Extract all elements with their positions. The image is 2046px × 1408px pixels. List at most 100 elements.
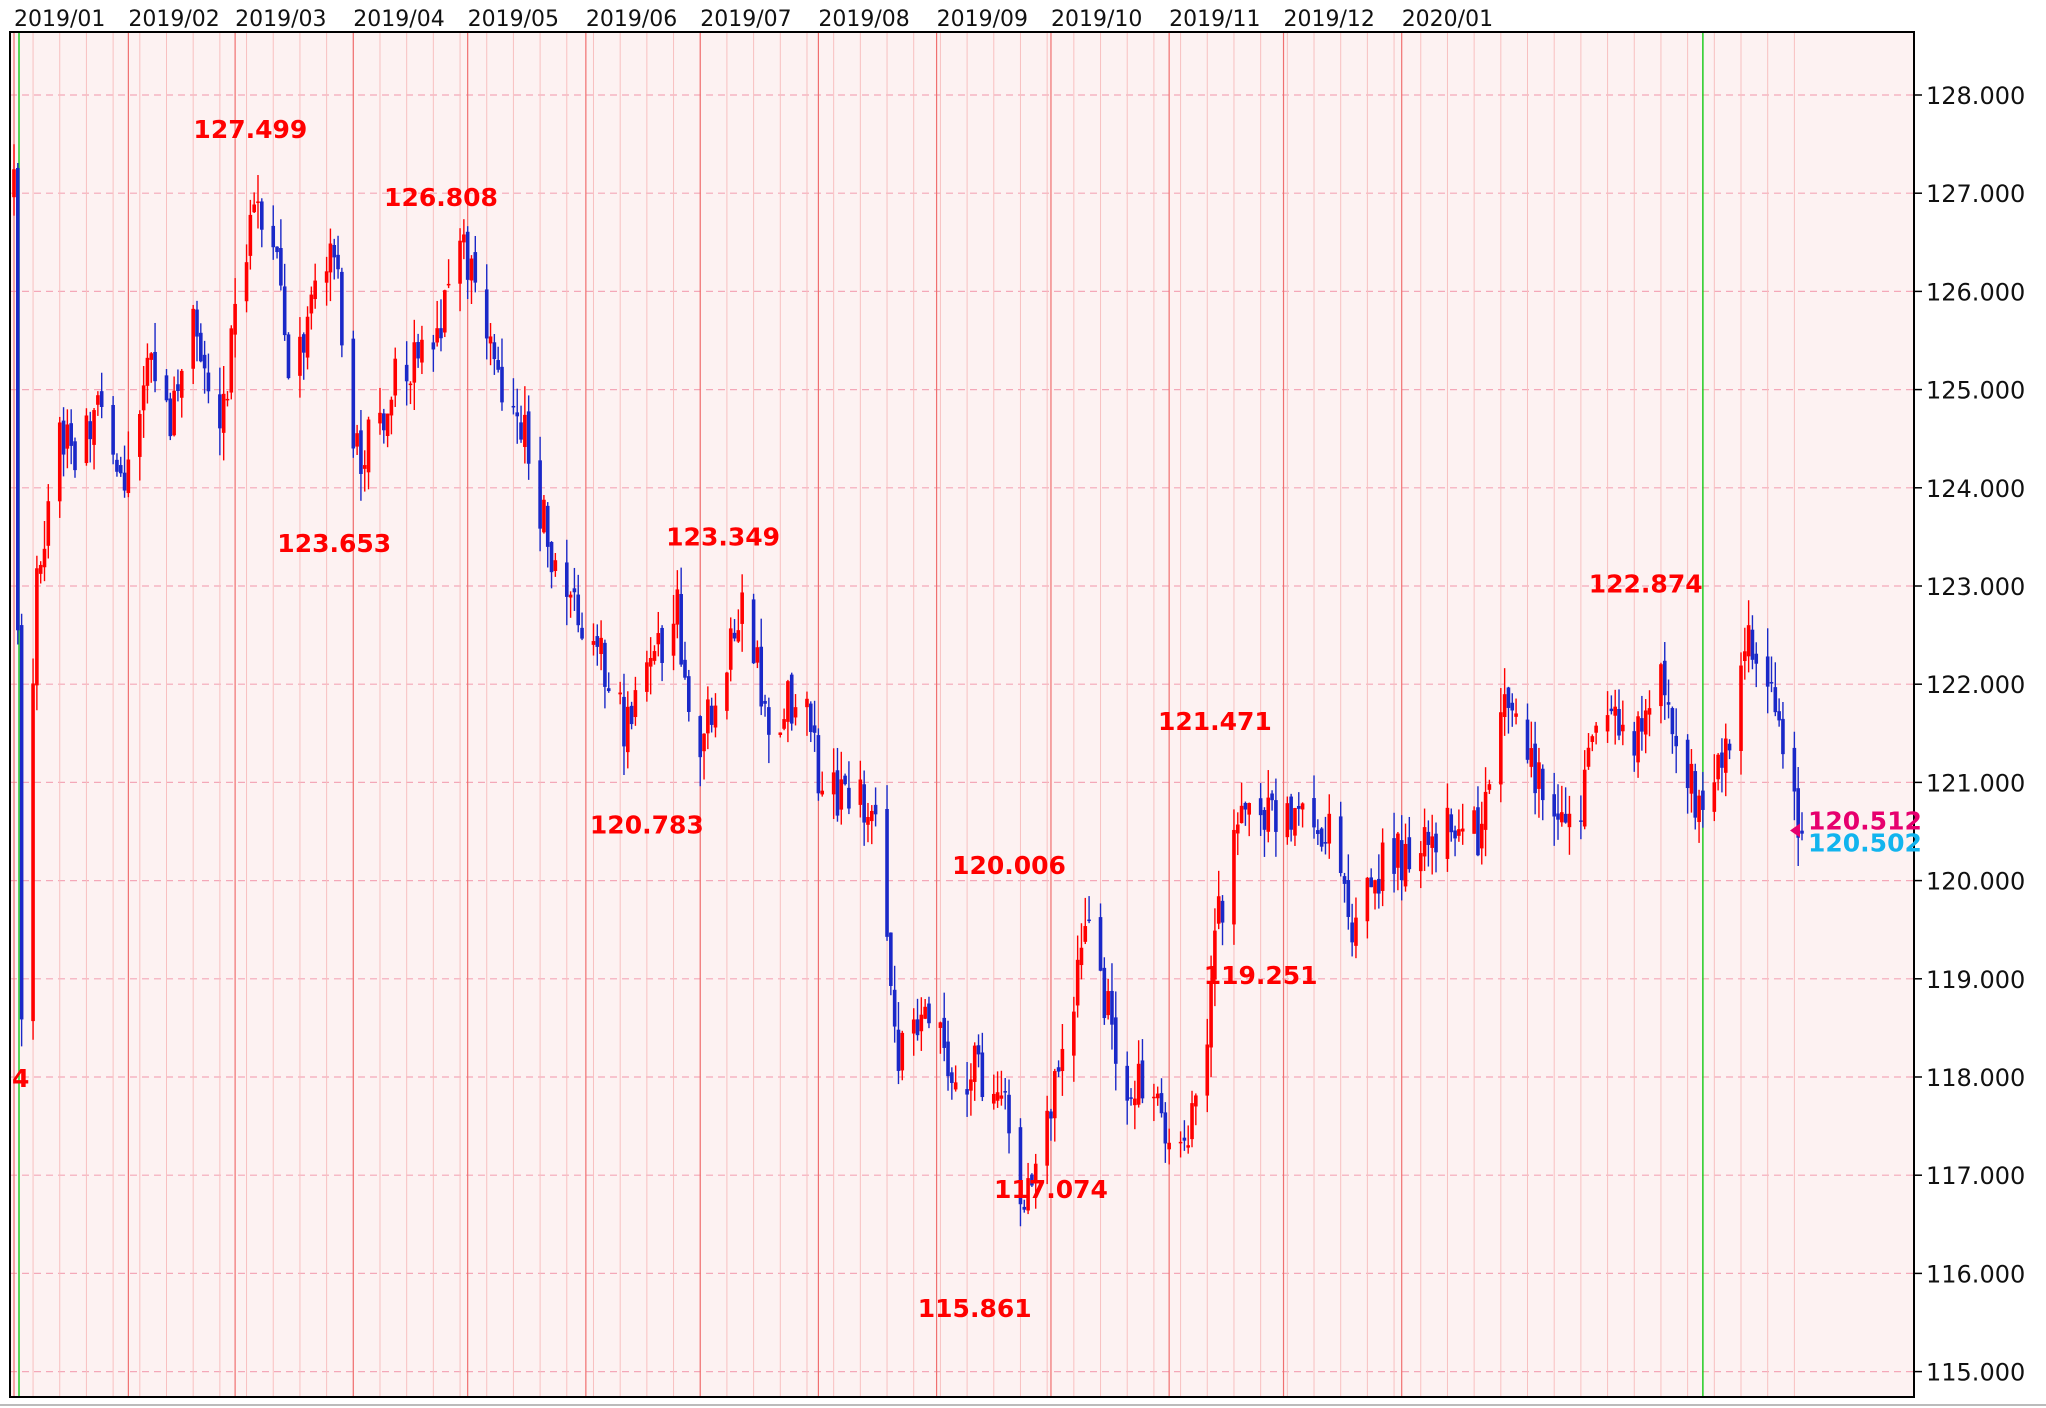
candle-body — [57, 422, 62, 502]
candle-body — [885, 808, 889, 937]
candle-body — [1079, 947, 1084, 966]
candle-body — [492, 342, 497, 360]
candle-body — [1056, 1067, 1061, 1072]
candle-body — [1689, 763, 1694, 794]
candle-body — [831, 772, 836, 795]
candle-body — [606, 688, 611, 692]
candle-body — [328, 243, 333, 273]
candle-body — [488, 336, 493, 344]
candle-body — [1159, 1093, 1164, 1114]
candle-body — [969, 1079, 973, 1091]
candle-body — [458, 240, 462, 284]
candle-body — [1129, 1097, 1133, 1099]
candle-body — [618, 692, 622, 695]
candle-body — [911, 1019, 916, 1034]
month-label: 2019/08 — [818, 7, 909, 32]
candle-body — [751, 599, 756, 664]
candle-body — [1685, 739, 1690, 789]
candle-body — [1590, 736, 1595, 742]
candle-body — [1152, 1096, 1156, 1099]
candle-body — [1472, 810, 1476, 834]
extreme-label: 120.006 — [952, 851, 1066, 880]
candle-body — [660, 627, 664, 663]
candle-body — [755, 647, 760, 663]
candle-body — [706, 699, 710, 734]
candle-body — [340, 271, 344, 346]
plot-border — [9, 31, 1915, 1398]
candle-body — [1018, 1127, 1023, 1205]
candle-body — [946, 1041, 950, 1077]
candle-body — [1316, 830, 1320, 834]
price-tick-label: 118.000 — [1926, 1064, 2025, 1092]
candle-body — [1235, 824, 1240, 834]
month-label: 2019/07 — [700, 7, 791, 32]
candle-body — [515, 412, 520, 417]
candle-body — [484, 289, 489, 339]
candle-body — [1563, 813, 1568, 823]
candle-body — [1285, 803, 1290, 838]
month-label: 2019/12 — [1284, 7, 1375, 32]
candle-body — [633, 690, 638, 718]
candle-body — [869, 810, 874, 822]
candle-body — [206, 372, 211, 392]
price-tick-label: 128.000 — [1926, 82, 2025, 110]
candle-body — [686, 676, 691, 712]
candle-body — [1346, 880, 1351, 917]
candle-body — [732, 632, 737, 639]
candle-body — [812, 725, 817, 733]
candle-body — [1621, 724, 1625, 732]
price-tick-label: 117.000 — [1926, 1162, 2025, 1190]
candle-body — [1567, 813, 1572, 828]
candle-body — [1487, 784, 1492, 790]
candle-body — [1422, 827, 1427, 857]
candle-body — [416, 341, 420, 359]
candle-body — [1445, 807, 1450, 859]
candle-body — [1727, 743, 1732, 751]
left-edge-marker: 4 — [12, 1064, 29, 1093]
candle-body — [808, 703, 813, 733]
candle-body — [1182, 1137, 1187, 1141]
candle-body — [858, 779, 863, 805]
candle-body — [591, 641, 596, 645]
candle-body — [279, 248, 283, 286]
candle-body — [1380, 842, 1385, 891]
candle-body — [1662, 660, 1667, 696]
vertical-lines — [13, 32, 1795, 1397]
candle-body — [1754, 653, 1759, 664]
candle-body — [1701, 790, 1705, 810]
candle-body — [1674, 735, 1678, 747]
candle-body — [1072, 1011, 1076, 1056]
candle-body — [1582, 769, 1587, 827]
candle-body — [709, 705, 714, 725]
candle-body — [1060, 1048, 1065, 1072]
candle-body — [736, 630, 741, 642]
candle-body — [1178, 1141, 1183, 1144]
candle-body — [1007, 1094, 1011, 1134]
candle-body — [389, 399, 394, 416]
candle-body — [1209, 983, 1213, 1048]
month-label: 2019/05 — [468, 7, 559, 32]
candle-body — [1510, 702, 1515, 711]
candle-body — [519, 422, 523, 440]
candle-body — [359, 430, 363, 474]
candle-body — [1136, 1063, 1141, 1105]
candle-body — [408, 383, 413, 386]
candle-body — [309, 294, 314, 314]
candle-body — [549, 542, 554, 573]
candle-body — [500, 366, 504, 403]
candle-body — [1617, 708, 1621, 736]
candle-body — [1777, 711, 1781, 721]
candle-body — [99, 391, 104, 407]
candle-body — [1579, 820, 1583, 822]
candle-body — [275, 246, 279, 253]
candle-body — [176, 384, 180, 391]
candle-body — [1476, 807, 1480, 856]
candle-body — [1499, 712, 1503, 785]
candle-body — [1102, 967, 1107, 1019]
candle-body — [1319, 828, 1324, 847]
price-tick-label: 127.000 — [1926, 180, 2025, 208]
candle-body — [1026, 1178, 1030, 1211]
candle-body — [1022, 1206, 1027, 1210]
candle-body — [1399, 840, 1404, 881]
